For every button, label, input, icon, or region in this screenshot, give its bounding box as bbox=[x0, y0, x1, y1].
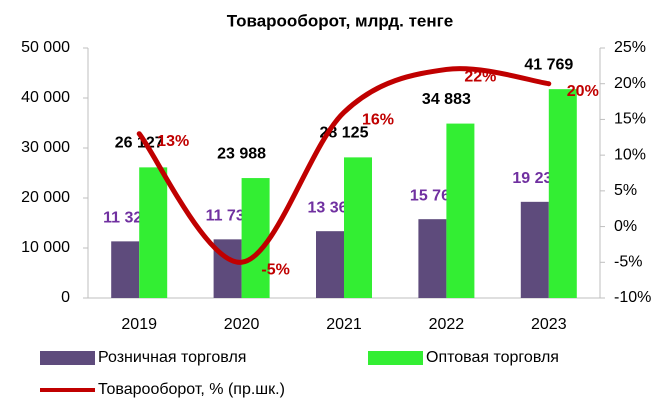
legend-label: Розничная торговля bbox=[98, 349, 246, 366]
legend-swatch bbox=[40, 351, 95, 365]
y2-tick-label: 25% bbox=[614, 39, 646, 56]
y-tick-label: 0 bbox=[61, 289, 70, 306]
x-tick-label: 2023 bbox=[531, 316, 567, 333]
x-tick-label: 2020 bbox=[224, 316, 260, 333]
y2-tick-label: -5% bbox=[614, 254, 642, 271]
data-label: 13% bbox=[157, 133, 189, 150]
bar bbox=[418, 219, 447, 298]
y-tick-label: 20 000 bbox=[21, 189, 70, 206]
data-label: 16% bbox=[362, 112, 394, 129]
x-tick-label: 2021 bbox=[326, 316, 362, 333]
y-tick-label: 50 000 bbox=[21, 39, 70, 56]
data-label: -5% bbox=[261, 262, 289, 279]
legend-swatch bbox=[368, 351, 423, 365]
y2-tick-label: 15% bbox=[614, 111, 646, 128]
bar bbox=[344, 157, 372, 298]
y2-tick-label: 10% bbox=[614, 146, 646, 163]
y-tick-label: 10 000 bbox=[21, 239, 70, 256]
bar bbox=[446, 123, 475, 299]
y2-tick-label: -10% bbox=[614, 289, 651, 306]
x-tick-label: 2019 bbox=[121, 316, 157, 333]
data-label: 20% bbox=[567, 83, 599, 100]
bar bbox=[520, 201, 549, 298]
data-label: 22% bbox=[464, 69, 496, 86]
bar bbox=[548, 89, 577, 298]
y-tick-label: 40 000 bbox=[21, 89, 70, 106]
y2-tick-label: 20% bbox=[614, 75, 646, 92]
data-label: 26 127 bbox=[115, 135, 164, 152]
legend-label: Оптовая торговля bbox=[426, 349, 559, 366]
line bbox=[136, 66, 552, 265]
bar bbox=[111, 241, 140, 298]
data-label: 41 769 bbox=[524, 56, 573, 73]
chart-title: Товарооборот, млрд. тенге bbox=[227, 11, 453, 30]
data-label: 34 883 bbox=[422, 91, 471, 108]
y2-tick-label: 0% bbox=[614, 218, 637, 235]
legend-label: Товарооборот, % (пр.шк.) bbox=[98, 381, 285, 398]
y2-tick-label: 5% bbox=[614, 182, 637, 199]
x-tick-label: 2022 bbox=[429, 316, 465, 333]
data-label: 23 988 bbox=[217, 145, 266, 162]
bar bbox=[139, 167, 168, 298]
bar bbox=[241, 178, 270, 298]
bar bbox=[316, 231, 344, 298]
y-tick-label: 30 000 bbox=[21, 139, 70, 156]
